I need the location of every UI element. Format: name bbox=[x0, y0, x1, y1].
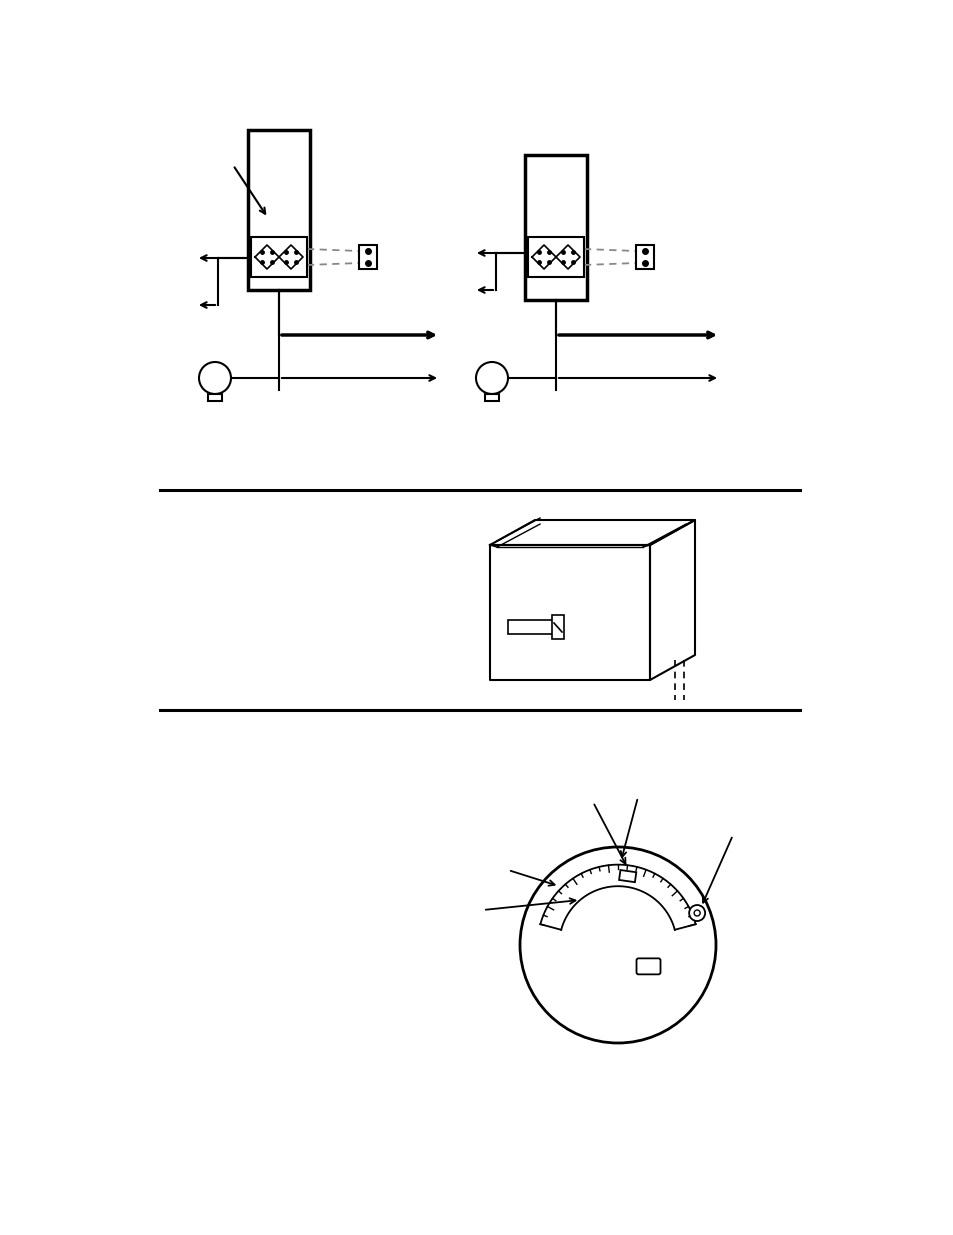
Bar bbox=[527, 237, 583, 277]
Bar bbox=[484, 394, 498, 401]
Bar bbox=[358, 245, 376, 269]
FancyBboxPatch shape bbox=[636, 958, 659, 974]
Bar bbox=[618, 869, 636, 882]
Bar bbox=[208, 394, 222, 401]
Circle shape bbox=[694, 910, 700, 916]
Bar bbox=[552, 615, 563, 638]
Circle shape bbox=[519, 847, 716, 1044]
Circle shape bbox=[688, 905, 704, 921]
Circle shape bbox=[476, 362, 507, 394]
Bar bbox=[248, 130, 310, 290]
Bar bbox=[524, 156, 586, 300]
Bar bbox=[251, 237, 307, 277]
Bar bbox=[507, 620, 559, 634]
Bar bbox=[636, 245, 654, 269]
Circle shape bbox=[199, 362, 231, 394]
